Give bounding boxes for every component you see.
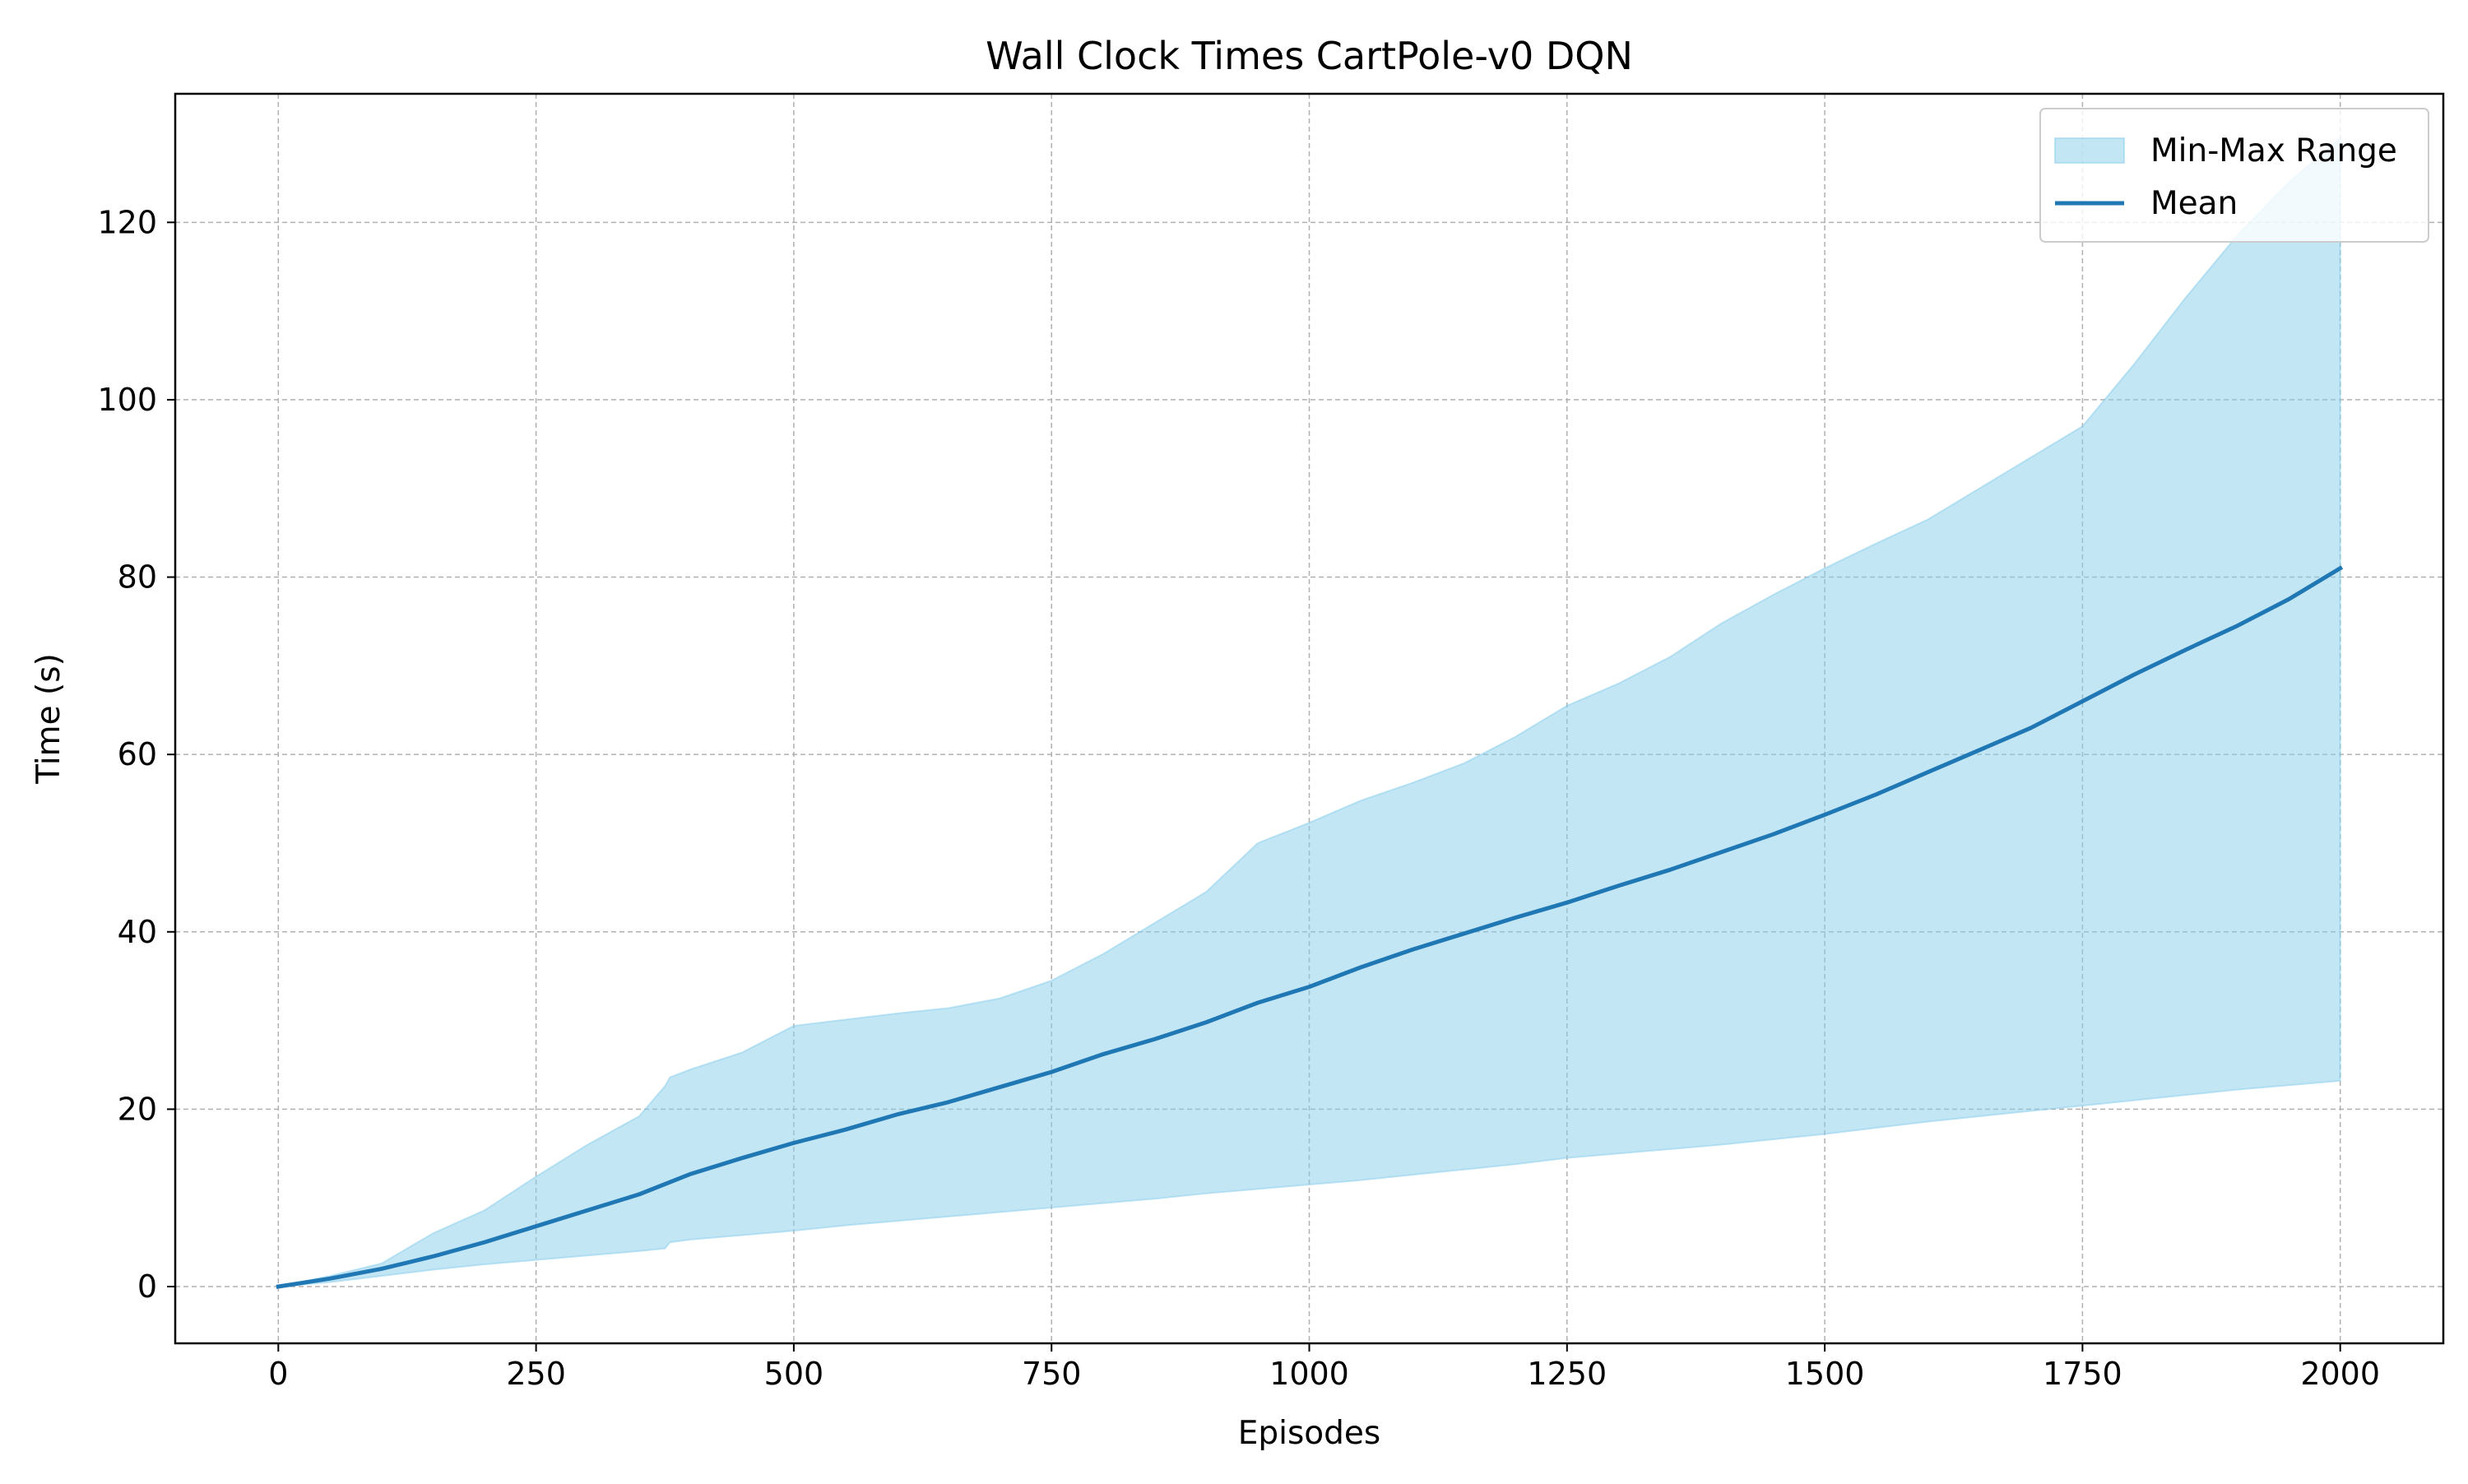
x-tick-label: 1000 <box>1269 1356 1349 1392</box>
y-tick-label: 100 <box>97 382 157 418</box>
legend-frame <box>2039 108 2429 243</box>
min-max-band <box>278 136 2341 1287</box>
band-layer <box>278 136 2341 1287</box>
x-tick-label: 1500 <box>1785 1356 1865 1392</box>
x-axis-label: Episodes <box>1238 1415 1380 1452</box>
axes-layer: 0 250 500 750 1000 1250 1500 1750 2000 0 20 40 60 80 1… <box>97 92 2445 1392</box>
x-tick-label: 1250 <box>1527 1356 1607 1392</box>
x-tick-label: 750 <box>1022 1356 1082 1392</box>
y-axis-label: Time (s) <box>30 653 67 785</box>
chart-title: Wall Clock Times CartPole-v0 DQN <box>986 34 1633 78</box>
legend-line-label: Mean <box>2150 185 2238 222</box>
mean-line <box>276 565 2344 1289</box>
x-tick-label: 1750 <box>2043 1356 2122 1392</box>
y-tick-label: 0 <box>137 1268 157 1305</box>
x-tick-label: 250 <box>506 1356 566 1392</box>
legend-band-label: Min-Max Range <box>2150 132 2397 169</box>
y-tick-label: 80 <box>118 559 157 596</box>
x-tick-label: 2000 <box>2300 1356 2380 1392</box>
line-layer <box>276 565 2344 1289</box>
x-tick-label: 0 <box>268 1356 288 1392</box>
y-tick-label: 120 <box>97 204 157 240</box>
y-tick-label: 20 <box>118 1091 157 1127</box>
y-tick-label: 40 <box>118 914 157 950</box>
legend: Min-Max Range Mean <box>2039 108 2429 243</box>
legend-band-swatch <box>2054 137 2125 164</box>
y-tick-label: 60 <box>118 736 157 772</box>
x-tick-label: 500 <box>764 1356 824 1392</box>
